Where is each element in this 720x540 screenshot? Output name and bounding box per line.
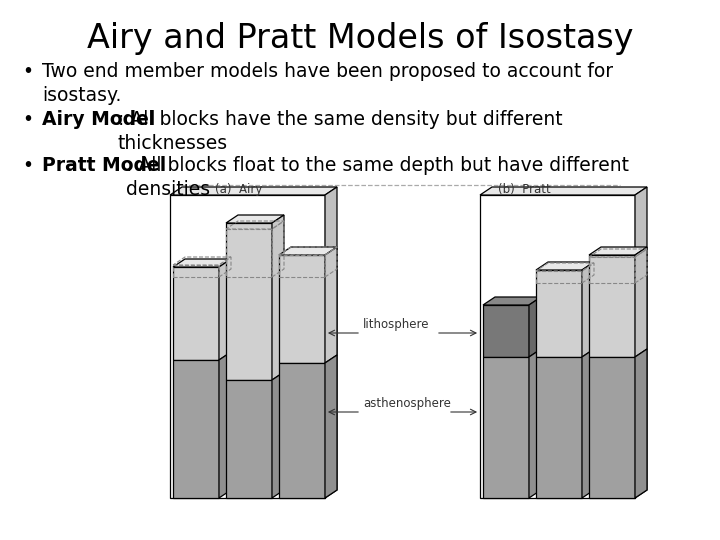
- Text: : All blocks float to the same depth but have different
densities: : All blocks float to the same depth but…: [126, 156, 629, 199]
- Polygon shape: [272, 215, 284, 380]
- Polygon shape: [272, 372, 284, 498]
- Polygon shape: [536, 357, 582, 498]
- Polygon shape: [483, 305, 529, 357]
- Polygon shape: [170, 195, 325, 498]
- Polygon shape: [483, 357, 529, 498]
- Polygon shape: [483, 297, 541, 305]
- Polygon shape: [480, 187, 647, 195]
- Text: Airy Model: Airy Model: [42, 110, 156, 129]
- Polygon shape: [219, 352, 231, 498]
- Polygon shape: [173, 259, 231, 267]
- Polygon shape: [226, 380, 272, 498]
- Text: •: •: [22, 110, 33, 129]
- Text: Airy and Pratt Models of Isostasy: Airy and Pratt Models of Isostasy: [86, 22, 634, 55]
- Text: (a)  Airy: (a) Airy: [215, 183, 262, 196]
- Polygon shape: [279, 247, 337, 255]
- Polygon shape: [635, 247, 647, 357]
- Polygon shape: [226, 215, 284, 223]
- Polygon shape: [582, 262, 594, 357]
- Polygon shape: [635, 349, 647, 498]
- Polygon shape: [325, 187, 337, 498]
- Text: •: •: [22, 156, 33, 175]
- Text: •: •: [22, 62, 33, 81]
- Polygon shape: [529, 297, 541, 357]
- Polygon shape: [173, 360, 219, 498]
- Polygon shape: [279, 255, 325, 363]
- Polygon shape: [536, 262, 594, 270]
- Text: Two end member models have been proposed to account for
isostasy.: Two end member models have been proposed…: [42, 62, 613, 105]
- Polygon shape: [589, 247, 647, 255]
- Polygon shape: [170, 187, 337, 195]
- Polygon shape: [536, 270, 582, 357]
- Text: lithosphere: lithosphere: [363, 318, 430, 331]
- Polygon shape: [226, 223, 272, 380]
- Text: : All blocks have the same density but different
thicknesses: : All blocks have the same density but d…: [118, 110, 562, 153]
- Polygon shape: [219, 259, 231, 360]
- Polygon shape: [635, 187, 647, 498]
- Polygon shape: [529, 349, 541, 498]
- Text: (b)  Pratt: (b) Pratt: [498, 183, 551, 196]
- Polygon shape: [589, 255, 635, 357]
- Polygon shape: [325, 355, 337, 498]
- Polygon shape: [589, 357, 635, 498]
- Text: asthenosphere: asthenosphere: [363, 397, 451, 410]
- Polygon shape: [582, 349, 594, 498]
- Text: Pratt Model: Pratt Model: [42, 156, 166, 175]
- Polygon shape: [279, 363, 325, 498]
- Polygon shape: [480, 195, 635, 498]
- Polygon shape: [325, 247, 337, 363]
- Polygon shape: [173, 267, 219, 360]
